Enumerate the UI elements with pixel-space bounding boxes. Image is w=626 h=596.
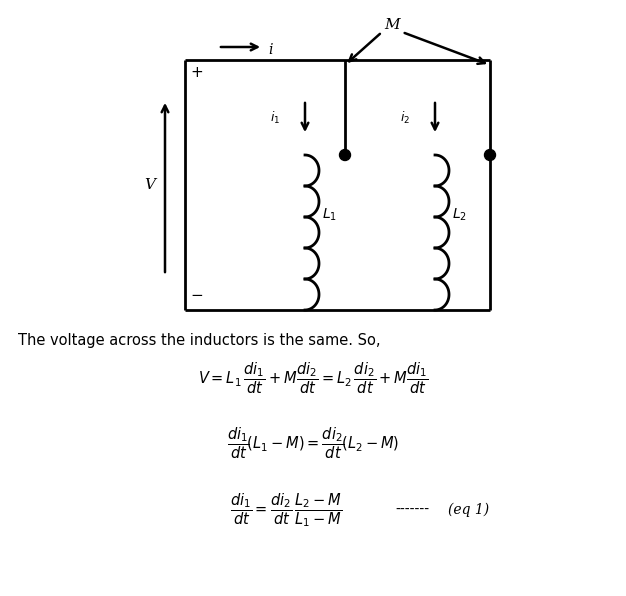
Text: +: + bbox=[190, 65, 203, 80]
Text: $L_1$: $L_1$ bbox=[322, 207, 337, 223]
Text: The voltage across the inductors is the same. So,: The voltage across the inductors is the … bbox=[18, 333, 381, 348]
Text: $\dfrac{di_{1}}{dt} = \dfrac{di_{2}}{dt}\,\dfrac{L_{2}-M}{L_{1}-M}$: $\dfrac{di_{1}}{dt} = \dfrac{di_{2}}{dt}… bbox=[230, 491, 342, 529]
Text: M: M bbox=[384, 18, 400, 32]
Circle shape bbox=[485, 150, 496, 160]
Text: i: i bbox=[268, 43, 272, 57]
Text: $i_2$: $i_2$ bbox=[400, 110, 410, 126]
Text: −: − bbox=[190, 288, 203, 303]
Text: $L_2$: $L_2$ bbox=[452, 207, 467, 223]
Text: V: V bbox=[144, 178, 155, 192]
Text: (eq 1): (eq 1) bbox=[448, 503, 489, 517]
Text: -------: ------- bbox=[395, 503, 429, 517]
Circle shape bbox=[339, 150, 351, 160]
Text: $i_1$: $i_1$ bbox=[270, 110, 280, 126]
Text: $\dfrac{di_{1}}{dt}\!\left(L_{1} - M\right) = \dfrac{di_{2}}{dt}\!\left(L_{2} - : $\dfrac{di_{1}}{dt}\!\left(L_{1} - M\rig… bbox=[227, 426, 399, 461]
Text: $V = L_{1}\,\dfrac{di_{1}}{dt} + M\dfrac{di_{2}}{dt} = L_{2}\,\dfrac{di_{2}}{dt}: $V = L_{1}\,\dfrac{di_{1}}{dt} + M\dfrac… bbox=[198, 361, 428, 396]
